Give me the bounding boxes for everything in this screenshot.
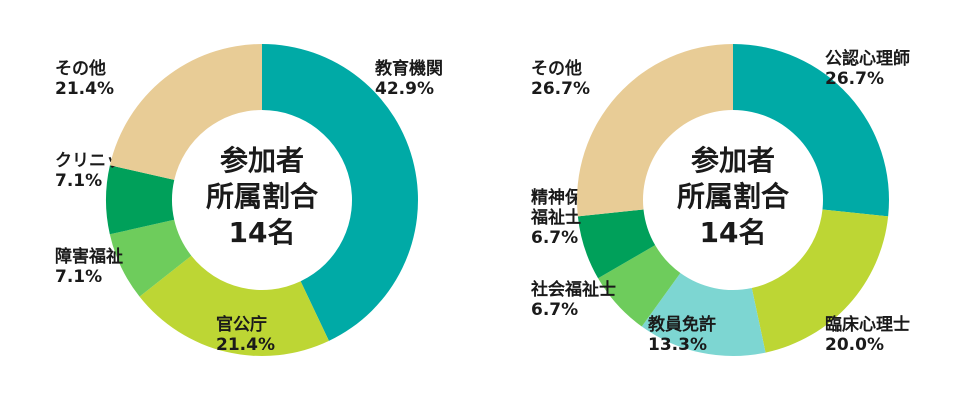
slice-label-0-2: 障害福祉 7.1%	[55, 246, 123, 287]
donut-slice-0-2	[109, 219, 192, 297]
slice-label-1-2: 教員免許 13.3%	[647, 314, 716, 355]
donut-slice-1-2	[641, 273, 766, 357]
slice-label-1-1: 臨床心理士 20.0%	[825, 314, 910, 355]
donut-slice-0-3	[106, 165, 175, 235]
donut-slice-1-3	[598, 245, 681, 327]
donut-slice-1-1	[751, 209, 889, 353]
donut-center-text-0: 参加者所属割合 14名	[206, 144, 319, 249]
donut-center-text-1: 参加者所属割合 14名	[677, 144, 790, 249]
donut-chart-affiliation: 教育機関 42.9%官公庁 21.4%障害福祉 7.1%クリニック 7.1%その他 21.…	[55, 44, 443, 356]
donut-slice-1-5	[577, 44, 733, 217]
donut-slice-1-4	[577, 209, 656, 279]
slice-label-1-5: その他 26.7%	[531, 58, 590, 99]
donut-slice-0-0	[262, 44, 419, 341]
donut-slice-0-4	[109, 44, 263, 180]
slice-label-0-4: その他 21.4%	[55, 58, 114, 99]
donut-chart-qualification: 公認心理師 26.7%臨床心理士 20.0%教員免許 13.3%社会福祉士 6.7%精神…	[530, 44, 910, 357]
slice-label-1-0: 公認心理師 26.7%	[825, 48, 910, 89]
donut-slice-0-1	[139, 255, 329, 356]
slice-label-0-0: 教育機関 42.9%	[374, 58, 443, 99]
donut-slice-1-0	[733, 44, 889, 217]
slice-label-0-1: 官公庁 21.4%	[216, 314, 275, 355]
slice-label-1-3: 社会福祉士 6.7%	[530, 279, 616, 320]
